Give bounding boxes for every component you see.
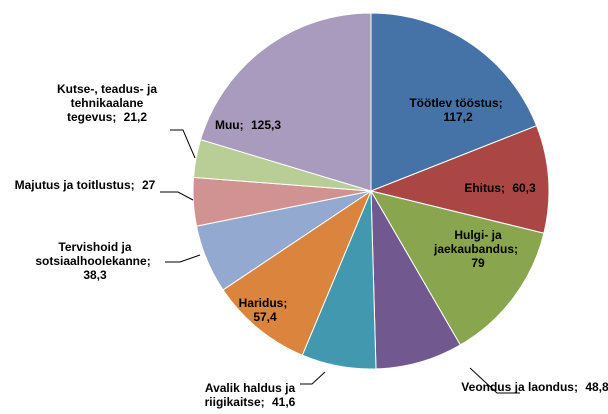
pie-slice	[369, 190, 545, 346]
category-label: Haridus	[239, 296, 288, 310]
value-label: 57,4	[253, 310, 277, 324]
value-label: 38,3	[83, 268, 107, 282]
data-label: Kutse-, teadus- ja tehnikaalane tegevus …	[45, 82, 170, 124]
category-label: Tervishoid ja sotsiaalhoolekanne	[35, 240, 150, 268]
category-label: Ehitus	[464, 181, 505, 195]
data-label: Hulgi- ja jaekaubandus 79	[428, 228, 528, 270]
leader-line	[469, 367, 520, 394]
pie-slice	[369, 125, 550, 234]
leader-line	[170, 129, 196, 159]
data-label: Haridus 57,4	[230, 296, 300, 324]
leader-line	[165, 254, 201, 263]
pie-slice	[370, 12, 538, 192]
category-label: Hulgi- ja jaekaubandus	[434, 228, 518, 256]
pie-slice	[222, 189, 373, 356]
category-label: Veondus ja laondus	[461, 380, 578, 394]
value-label: 21,2	[123, 110, 148, 124]
value-label: 48,8	[585, 380, 608, 394]
value-label: 79	[471, 256, 485, 270]
data-label: Ehitus 60,3	[440, 181, 560, 195]
leader-line	[160, 191, 194, 201]
data-label: Veondus ja laondus 48,8	[460, 380, 608, 394]
value-label: 27	[142, 178, 156, 192]
data-label: Muu 125,3	[193, 118, 303, 132]
value-label: 125,3	[250, 118, 282, 132]
category-label: Töötlev tööstus	[409, 96, 502, 110]
data-label: Töötlev tööstus 117,2	[398, 96, 518, 124]
data-label: Majutus ja toitlustus 27	[5, 178, 165, 192]
value-label: 60,3	[512, 181, 536, 195]
data-label: Avalik haldus ja riigikaitse 41,6	[185, 381, 315, 409]
category-label: Muu	[215, 118, 244, 132]
value-label: 41,6	[272, 395, 296, 409]
pie-slice	[199, 12, 372, 192]
value-label: 117,2	[443, 110, 473, 124]
data-label: Tervishoid ja sotsiaalhoolekanne 38,3	[25, 240, 165, 282]
category-label: Majutus ja toitlustus	[15, 178, 135, 192]
leader-line	[300, 371, 326, 385]
